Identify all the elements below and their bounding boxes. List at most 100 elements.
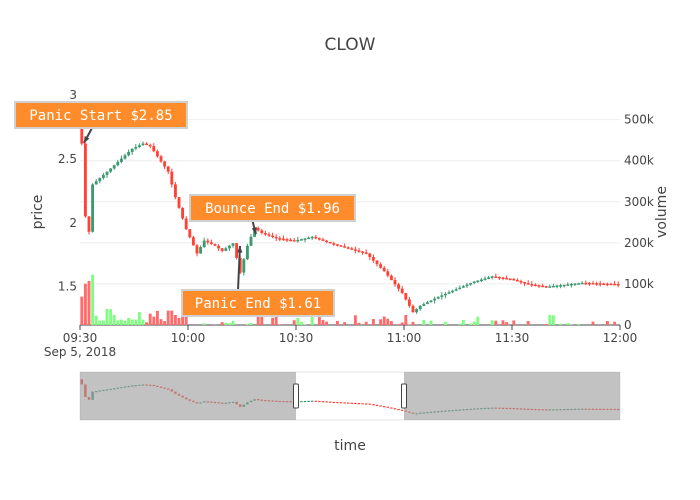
candle-body xyxy=(523,282,527,284)
candle-body xyxy=(461,286,465,288)
candle-body xyxy=(181,207,185,219)
volume-bar xyxy=(166,310,170,325)
slider-candle xyxy=(401,409,404,411)
volume-bar xyxy=(299,321,303,325)
volume-bar xyxy=(170,310,174,325)
volume-bar xyxy=(127,317,131,325)
annotation-box xyxy=(181,289,335,317)
volume-bar xyxy=(551,315,555,325)
candle-body xyxy=(130,148,134,152)
range-slider[interactable] xyxy=(79,371,621,421)
slider-candle xyxy=(357,403,361,405)
annotation-label: Panic Start $2.85 xyxy=(14,101,188,144)
candle-body xyxy=(112,165,116,169)
candle-body xyxy=(231,243,235,246)
candle-body xyxy=(393,280,397,285)
candle-body xyxy=(94,181,98,185)
candle-body xyxy=(566,284,570,286)
volume-bar xyxy=(101,320,105,325)
candle-body xyxy=(278,238,282,240)
time-tick-label: 09:30 xyxy=(63,331,98,345)
candle-body xyxy=(519,281,523,283)
candle-body xyxy=(325,240,329,243)
slider-candle xyxy=(300,401,303,403)
candle-body xyxy=(134,146,138,149)
volume-bar xyxy=(83,283,87,325)
candle-body xyxy=(217,245,221,249)
volume-bar xyxy=(163,321,167,325)
candle-body xyxy=(415,309,419,313)
volume-bar xyxy=(231,320,235,325)
slider-candle xyxy=(339,402,343,404)
slider-candle xyxy=(329,401,332,403)
slider-candle xyxy=(332,401,335,403)
slider-candle xyxy=(365,403,368,405)
range-slider-mask-right xyxy=(404,372,620,420)
volume-bar xyxy=(469,323,473,325)
candle-body xyxy=(328,241,332,244)
volume-bar xyxy=(577,324,581,325)
candle-body xyxy=(271,235,275,238)
time-tick-label: 12:00 xyxy=(603,331,638,345)
volume-tick-label: 300k xyxy=(624,195,654,209)
candle-body xyxy=(350,248,354,250)
volume-bar xyxy=(148,313,152,325)
candle-body xyxy=(487,277,491,279)
volume-bar xyxy=(605,321,609,325)
volume-tick-label: 500k xyxy=(624,113,654,127)
slider-candle xyxy=(325,401,328,403)
range-slider-handle-left[interactable] xyxy=(293,383,299,409)
candle-body xyxy=(605,283,609,286)
candle-body xyxy=(555,285,559,288)
candle-body xyxy=(299,239,303,241)
candle-body xyxy=(548,286,552,288)
candle-body xyxy=(191,237,195,246)
volume-bar xyxy=(566,323,570,325)
volume-bar xyxy=(325,321,329,325)
candle-body xyxy=(235,243,239,258)
candle-body xyxy=(429,300,433,303)
candle-body xyxy=(339,245,343,247)
candle-body xyxy=(87,216,91,232)
candle-body xyxy=(458,287,462,290)
volume-bar xyxy=(98,320,102,325)
candle-body xyxy=(533,284,537,287)
volume-bar xyxy=(544,324,548,325)
candle-body xyxy=(602,283,606,285)
candle-body xyxy=(364,252,368,254)
candle-body xyxy=(544,286,548,288)
slider-candle xyxy=(372,404,375,406)
candle-body xyxy=(353,249,357,251)
candle-body xyxy=(188,229,192,238)
slider-candle xyxy=(397,408,400,411)
volume-bar xyxy=(490,320,494,325)
volume-bar xyxy=(260,315,264,325)
candle-body xyxy=(501,277,505,279)
candle-body xyxy=(515,280,519,282)
candle-body xyxy=(98,178,102,182)
slider-candle xyxy=(307,400,310,402)
volume-bar xyxy=(184,309,188,325)
volume-bar xyxy=(249,323,253,325)
candle-body xyxy=(530,284,534,286)
candle-body xyxy=(91,184,95,232)
candle-body xyxy=(116,161,120,166)
candle-body xyxy=(411,305,415,313)
price-tick-label: 2.5 xyxy=(58,152,77,166)
candle-body xyxy=(375,260,379,265)
volume-bar xyxy=(224,322,228,325)
volume-bar xyxy=(181,313,185,325)
slider-candle xyxy=(361,403,364,405)
volume-bar xyxy=(116,320,120,325)
range-slider-handle-right[interactable] xyxy=(401,383,407,409)
candle-body xyxy=(357,250,361,252)
slider-candle xyxy=(375,404,379,406)
candle-body xyxy=(526,283,530,285)
candle-body xyxy=(361,251,365,253)
slider-candle xyxy=(383,406,386,408)
candle-body xyxy=(404,293,408,300)
candle-body xyxy=(209,242,213,245)
volume-bar xyxy=(613,321,617,325)
candle-body xyxy=(386,271,390,276)
time-tick-label: 10:30 xyxy=(279,331,314,345)
